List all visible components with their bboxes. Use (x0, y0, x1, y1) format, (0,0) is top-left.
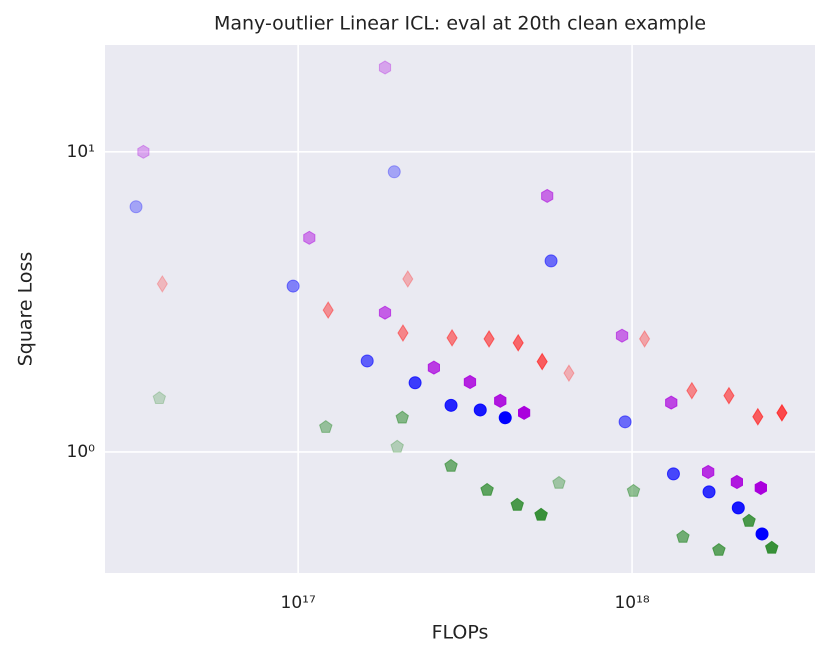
point (137, 144, 150, 159)
point (303, 230, 316, 245)
point (480, 482, 494, 496)
point (618, 415, 632, 429)
point (387, 165, 401, 179)
point (395, 410, 409, 424)
point (536, 352, 548, 371)
point (463, 374, 477, 390)
chart-title: Many-outlier Linear ICL: eval at 20th cl… (214, 13, 706, 35)
point (322, 301, 334, 320)
point (444, 398, 458, 412)
x-axis-label: FLOPs (432, 622, 489, 644)
y-tick-label: 10⁰ (67, 442, 96, 462)
point (666, 467, 680, 481)
point (712, 542, 726, 556)
point (615, 328, 629, 343)
plot-area (105, 45, 815, 573)
point (723, 386, 735, 405)
point (390, 439, 404, 453)
point (494, 393, 507, 408)
point (444, 458, 458, 472)
point (446, 328, 458, 347)
point (152, 391, 167, 404)
point (378, 305, 392, 320)
x-tick-label: 10¹⁷ (281, 593, 316, 613)
point (518, 405, 531, 420)
point (541, 188, 554, 203)
point (765, 540, 779, 554)
point (360, 354, 374, 368)
point (731, 501, 745, 515)
point (702, 464, 715, 479)
point (473, 403, 487, 417)
point (510, 497, 524, 511)
point (626, 483, 641, 497)
point (397, 324, 409, 342)
point (755, 527, 769, 541)
point (563, 364, 575, 383)
point (408, 376, 422, 390)
point (730, 474, 743, 490)
y-axis-label: Square Loss (15, 252, 37, 367)
point (676, 529, 690, 543)
y-tick-label: 10¹ (67, 142, 95, 162)
point (286, 279, 300, 293)
point (665, 395, 678, 410)
point (752, 407, 764, 426)
point (402, 270, 414, 288)
point (498, 411, 512, 425)
point (427, 360, 440, 375)
point (686, 381, 698, 400)
point (483, 329, 495, 348)
point (742, 513, 756, 527)
point (754, 480, 767, 495)
point (129, 200, 143, 214)
point (534, 507, 548, 521)
point (552, 475, 566, 489)
point (319, 419, 333, 433)
x-tick-label: 10¹⁸ (614, 593, 649, 613)
point (702, 485, 716, 499)
point (544, 254, 558, 268)
point (378, 60, 392, 75)
point (156, 274, 168, 293)
point (776, 403, 788, 422)
point (638, 329, 651, 348)
point (512, 333, 524, 352)
